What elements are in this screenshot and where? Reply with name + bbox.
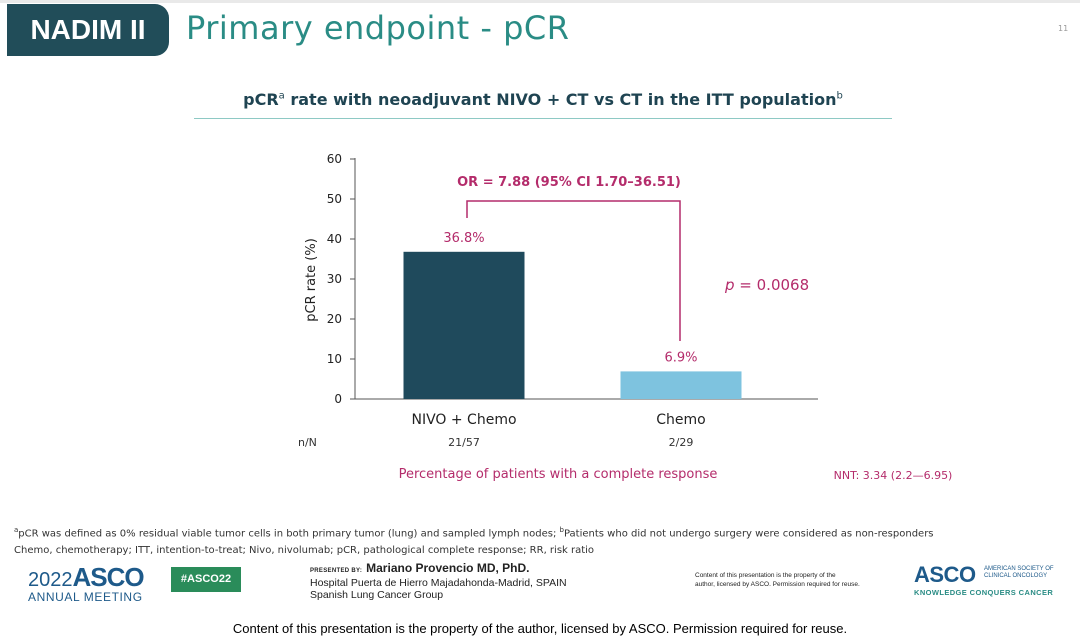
society-tagline: KNOWLEDGE CONQUERS CANCER — [914, 588, 1054, 597]
footnote-line-2: Chemo, chemotherapy; ITT, intention-to-t… — [14, 545, 595, 557]
society-name: AMERICAN SOCIETY OF CLINICAL ONCOLOGY — [984, 566, 1064, 580]
hashtag-badge: #ASCO22 — [171, 567, 241, 592]
y-tick-label: 0 — [334, 392, 342, 406]
asco-year: 2022 — [28, 569, 73, 591]
category-label-nivo-chemo: NIVO + Chemo — [411, 412, 516, 428]
y-tick-label: 60 — [327, 152, 342, 166]
footnote-sup-a: a — [14, 526, 19, 534]
bar-chemo — [620, 371, 742, 399]
society-line-2: CLINICAL ONCOLOGY — [984, 573, 1048, 579]
slide-number: 11 — [1058, 24, 1069, 33]
bar-nivo-chemo — [403, 251, 525, 399]
y-tick-label: 30 — [327, 272, 342, 286]
chart-title: pCRa rate with neoadjuvant NIVO + CT vs … — [194, 90, 892, 109]
society-line-1: AMERICAN SOCIETY OF — [984, 566, 1054, 572]
rights-line-2: author, licensed by ASCO. Permission req… — [695, 581, 860, 588]
asco-brand: ASCO — [72, 562, 145, 592]
y-tick-label: 10 — [327, 352, 342, 366]
presenter-block: PRESENTED BY: Mariano Provencio MD, PhD. … — [310, 562, 567, 601]
presented-by-label: PRESENTED BY: — [310, 568, 363, 574]
bottom-banner: Content of this presentation is the prop… — [0, 614, 1080, 638]
y-axis-label: pCR rate (%) — [304, 238, 319, 322]
n-value-nivo-chemo: 21/57 — [448, 436, 480, 449]
y-tick-label: 50 — [327, 192, 342, 206]
chart-title-rule — [194, 118, 892, 119]
asco-annual-meeting-logo: 2022ASCO ANNUAL MEETING — [28, 562, 145, 604]
rights-note: Content of this presentation is the prop… — [695, 571, 895, 589]
footnote-line-1: apCR was defined as 0% residual viable t… — [14, 522, 934, 542]
comparison-bracket — [466, 200, 681, 341]
rights-line-1: Content of this presentation is the prop… — [695, 572, 836, 579]
society-brand: ASCO — [914, 562, 976, 587]
bar-value-label-chemo: 6.9% — [664, 350, 697, 365]
chart-title-lead-sup: a — [278, 90, 285, 102]
bar-chart: 0 10 20 30 40 50 60 pCR rate (%) 36.8% 6.9% NI… — [298, 152, 953, 482]
study-label: NADIM II — [7, 4, 169, 56]
presenter-name: Mariano Provencio MD, PhD. — [366, 561, 530, 575]
p-symbol: p — [724, 276, 735, 294]
odds-ratio-label: OR = 7.88 (95% CI 1.70–36.51) — [457, 175, 681, 190]
n-value-chemo: 2/29 — [669, 436, 694, 449]
slide: NADIM II Primary endpoint - pCR 11 pCRa … — [0, 0, 1080, 604]
footnote: apCR was defined as 0% residual viable t… — [14, 522, 934, 559]
page-title: Primary endpoint - pCR — [186, 9, 570, 47]
chart-title-main: rate with neoadjuvant NIVO + CT vs CT in… — [284, 90, 837, 109]
n-label: n/N — [298, 436, 317, 449]
category-label-chemo: Chemo — [656, 412, 705, 428]
presenter-affiliation-2: Spanish Lung Cancer Group — [310, 589, 444, 601]
chart-title-main-sup: b — [836, 90, 843, 102]
y-axis-ticks: 0 10 20 30 40 50 60 — [327, 152, 355, 406]
y-tick-label: 20 — [327, 312, 342, 326]
nnt-label: NNT: 3.34 (2.2—6.95) — [834, 469, 953, 482]
asco-meeting: ANNUAL MEETING — [28, 590, 143, 604]
x-axis-label: Percentage of patients with a complete r… — [399, 467, 718, 482]
p-value-label: p = 0.0068 — [724, 276, 809, 294]
top-edge — [0, 0, 1080, 3]
bar-value-label-nivo-chemo: 36.8% — [443, 231, 484, 246]
footnote-sup-b: b — [559, 526, 564, 534]
asco-society-logo: ASCO AMERICAN SOCIETY OF CLINICAL ONCOLO… — [914, 562, 1054, 597]
presenter-affiliation-1: Hospital Puerta de Hierro Majadahonda-Ma… — [310, 577, 567, 589]
footnote-text-b: Patients who did not undergo surgery wer… — [563, 528, 934, 540]
p-value: = 0.0068 — [735, 276, 810, 294]
y-tick-label: 40 — [327, 232, 342, 246]
chart-title-lead: pCR — [243, 90, 279, 109]
footnote-text-a: pCR was defined as 0% residual viable tu… — [18, 528, 560, 540]
